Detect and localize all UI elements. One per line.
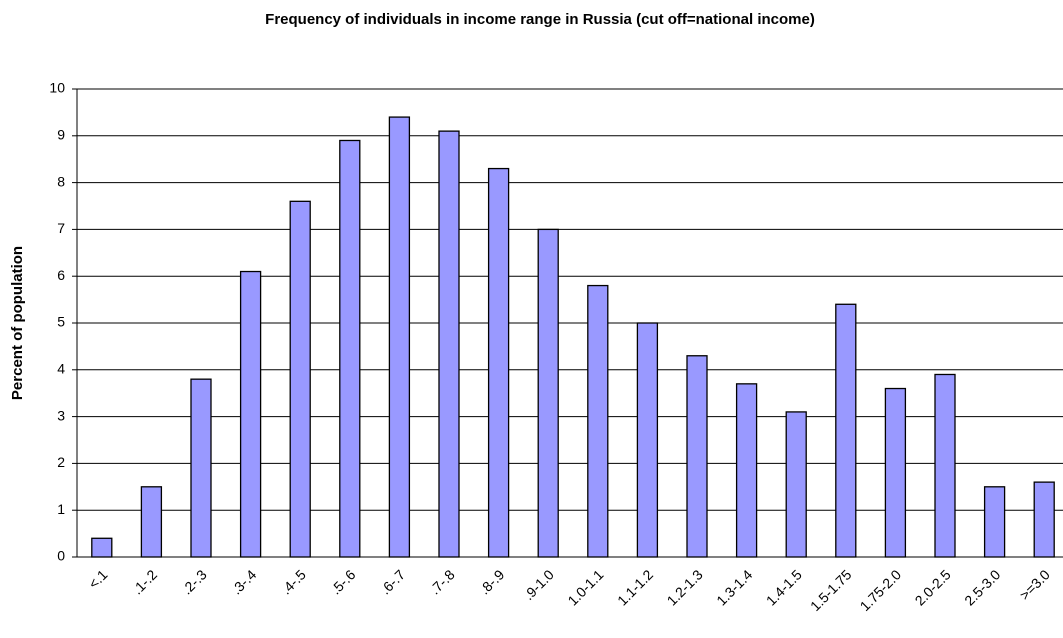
x-tick-label: 1.0-1.1	[564, 566, 606, 608]
x-tick-label: .8-.9	[476, 566, 507, 597]
y-tick-label: 2	[57, 454, 65, 470]
x-tick-label: 1.1-1.2	[614, 566, 656, 608]
y-tick-label: 1	[57, 501, 65, 517]
bar	[289, 200, 311, 558]
x-tick-label: 1.5-1.75	[807, 566, 855, 614]
x-tick-label: .5-.6	[327, 566, 358, 597]
y-tick-label: 0	[57, 548, 65, 564]
bar	[339, 139, 361, 558]
x-tick-label: .9-1.0	[520, 566, 557, 603]
bar	[835, 303, 857, 558]
bar	[934, 373, 956, 558]
y-tick-label: 5	[57, 314, 65, 330]
x-tick-label: .6-.7	[377, 566, 408, 597]
y-tick-label: 10	[49, 80, 65, 96]
bar	[983, 486, 1006, 558]
y-tick-label: 6	[57, 267, 65, 283]
x-tick-label: .7-.8	[427, 566, 458, 597]
bar	[636, 322, 659, 558]
x-tick-label: <.1	[85, 566, 111, 592]
x-tick-label: 1.4-1.5	[763, 566, 805, 608]
x-tick-label: 1.75-2.0	[856, 566, 904, 614]
x-tick-label: .4-.5	[278, 566, 309, 597]
x-tick-label: 2.0-2.5	[912, 566, 954, 608]
bar	[388, 116, 411, 558]
x-tick-label: 2.5-3.0	[961, 566, 1003, 608]
x-tick-label: >=3.0	[1016, 566, 1053, 603]
x-tick-label: 1.3-1.4	[713, 566, 755, 608]
y-tick-label: 9	[57, 127, 65, 143]
bar	[1033, 481, 1055, 558]
bar	[587, 284, 609, 558]
bar	[686, 355, 708, 558]
y-tick-label: 8	[57, 173, 65, 189]
y-tick-label: 4	[57, 361, 65, 377]
x-tick-label: .2-.3	[179, 566, 210, 597]
bar	[190, 378, 212, 558]
bar	[884, 387, 907, 558]
x-tick-label: 1.2-1.3	[664, 566, 706, 608]
bar	[487, 167, 510, 558]
y-axis-label: Percent of population	[9, 246, 26, 400]
bar	[735, 383, 758, 558]
chart-title: Frequency of individuals in income range…	[265, 11, 815, 28]
bar	[239, 270, 262, 558]
x-tick-label: .1-.2	[129, 566, 160, 597]
bar	[537, 228, 559, 558]
y-tick-label: 3	[57, 407, 65, 423]
bar	[140, 486, 163, 558]
bar	[785, 411, 807, 558]
bar	[91, 537, 113, 558]
x-tick-label: .3-.4	[228, 566, 259, 597]
y-tick-label: 7	[57, 220, 65, 236]
bar	[438, 130, 460, 558]
